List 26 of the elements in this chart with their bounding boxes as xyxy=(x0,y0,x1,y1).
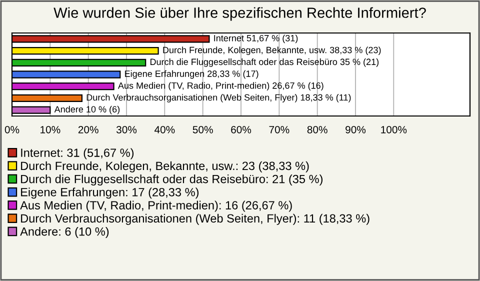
data-label: Durch Freunde, Kolegen, Bekannte, usw. 38,33 % (23) xyxy=(163,46,381,55)
x-tick-label: 60% xyxy=(231,126,252,134)
x-tick-label: 40% xyxy=(154,126,175,134)
data-label: Durch Verbrauchsorganisationen (Web Seiten, Flyer) 18,33 % (11) xyxy=(86,94,351,102)
x-tick-label: 20% xyxy=(78,126,98,134)
legend-label: Andere: 6 (10 %) xyxy=(20,227,109,238)
x-tick-label: 70% xyxy=(269,126,290,134)
data-label: Aus Medien (TV, Radio, Print-medien) 26,67 % (16) xyxy=(118,82,324,91)
data-label: Durch die Fluggesellschaft oder das Reisebüro 35 % (21) xyxy=(150,58,379,67)
data-label: Internet 51,67 % (31) xyxy=(214,34,298,44)
data-label: Andere 10 % (6) xyxy=(54,106,120,114)
chart-title: Wie wurden Sie über Ihre spezifischen Rechte Informiert? xyxy=(54,7,426,21)
x-tick-label: 30% xyxy=(116,126,137,134)
legend-label: Durch Verbrauchsorganisationen (Web Seiten, Flyer): 11 (18,33 %) xyxy=(21,214,370,225)
x-tick-label: 100% xyxy=(381,126,407,134)
legend-label: Eigene Erfahrungen: 17 (28,33 %) xyxy=(21,188,199,199)
legend-label: Internet: 31 (51,67 %) xyxy=(21,148,134,160)
x-tick-label: 50% xyxy=(192,126,213,134)
data-label: Eigene Erfahrungen 28,33 % (17) xyxy=(125,70,258,79)
x-tick-label: 90% xyxy=(346,126,366,134)
x-tick-label: 10% xyxy=(40,126,60,134)
x-tick-label: 80% xyxy=(307,126,328,134)
legend-label: Durch die Fluggesellschaft oder das Reisebüro: 21 (35 %) xyxy=(21,174,323,186)
legend-label: Aus Medien (TV, Radio, Print-medien): 16 (26,67 %) xyxy=(20,200,292,212)
legend-label: Durch Freunde, Kolegen, Bekannte, usw.: 23 (38,33 %) xyxy=(21,161,309,172)
x-tick-label: 0% xyxy=(4,126,20,134)
